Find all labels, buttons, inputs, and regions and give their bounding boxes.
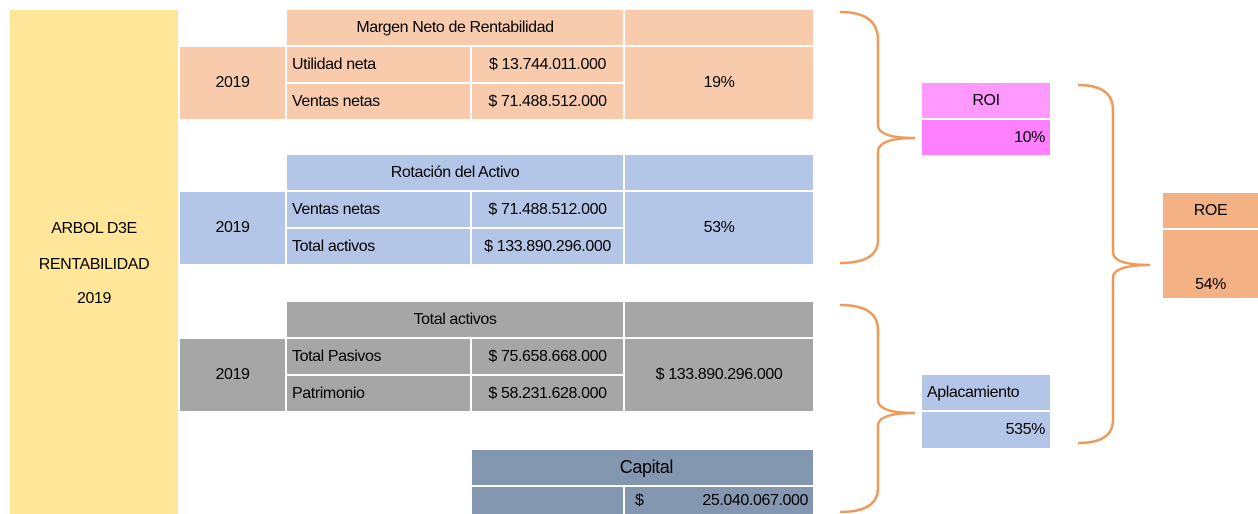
brace — [839, 10, 916, 265]
block-title: Rotación del Activo — [287, 155, 623, 190]
block-result: 19% — [625, 47, 813, 119]
row-value: $ 133.890.296.000 — [472, 229, 623, 264]
row-value: $ 75.658.668.000 — [472, 339, 623, 374]
block-title: Margen Neto de Rentabilidad — [287, 10, 623, 45]
capital-currency: $ — [625, 487, 813, 514]
row-label: Ventas netas — [287, 192, 470, 227]
roe-title: ROE — [1163, 193, 1258, 228]
left-line: 2019 — [77, 290, 111, 307]
row-value: $ 58.231.628.000 — [472, 376, 623, 411]
capital-title: Capital — [472, 450, 813, 485]
capital-blank — [472, 487, 623, 514]
row-value: $ 71.488.512.000 — [472, 192, 623, 227]
block-blank — [625, 10, 813, 45]
left-panel: ARBOL D3E RENTABILIDAD 2019 — [10, 10, 178, 514]
row-value: $ 71.488.512.000 — [472, 84, 623, 119]
block-title: Total activos — [287, 302, 623, 337]
capital-value: 25.040.067.000 — [702, 491, 808, 509]
roe-value: 54% — [1163, 230, 1258, 298]
block-year: 2019 — [180, 339, 285, 411]
left-line: RENTABILIDAD — [38, 256, 150, 273]
aplacamiento-value: 535% — [922, 412, 1050, 448]
left-line: ARBOL D3E — [51, 220, 137, 237]
aplacamiento-title: Aplacamiento — [922, 375, 1050, 410]
block-blank — [625, 155, 813, 190]
roi-value: 10% — [922, 120, 1050, 155]
row-label: Ventas netas — [287, 84, 470, 119]
brace — [1077, 83, 1151, 445]
block-result: $ 133.890.296.000 — [625, 339, 813, 411]
roi-title: ROI — [922, 83, 1050, 118]
brace — [839, 303, 916, 514]
row-label: Utilidad neta — [287, 47, 470, 82]
row-label: Total activos — [287, 229, 470, 264]
row-label: Total Pasivos — [287, 339, 470, 374]
row-label: Patrimonio — [287, 376, 470, 411]
block-year: 2019 — [180, 192, 285, 264]
block-result: 53% — [625, 192, 813, 264]
block-year: 2019 — [180, 47, 285, 119]
row-value: $ 13.744.011.000 — [472, 47, 623, 82]
block-blank — [625, 302, 813, 337]
